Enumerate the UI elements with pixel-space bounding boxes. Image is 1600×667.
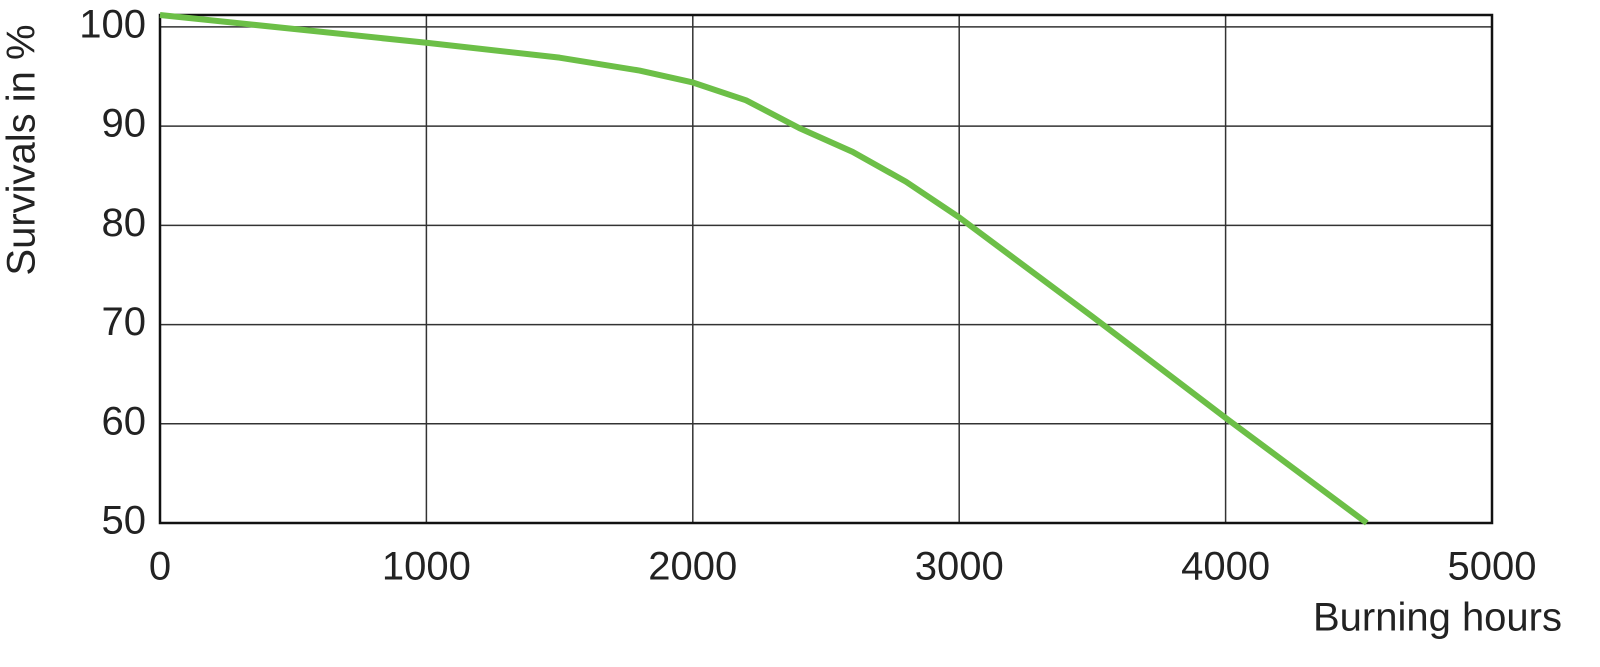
x-tick-label: 1000 bbox=[382, 545, 471, 589]
y-tick-label: 60 bbox=[102, 399, 147, 443]
x-tick-label: 5000 bbox=[1448, 545, 1537, 589]
x-tick-label: 3000 bbox=[915, 545, 1004, 589]
y-tick-label: 50 bbox=[102, 499, 147, 543]
plot-border bbox=[158, 13, 1494, 525]
y-tick-label: 80 bbox=[102, 201, 147, 245]
x-tick-label: 2000 bbox=[648, 545, 737, 589]
y-tick-label: 90 bbox=[102, 102, 147, 146]
y-tick-label: 100 bbox=[79, 2, 146, 46]
data-line bbox=[159, 12, 1369, 526]
y-axis-label: Survivals in % bbox=[0, 24, 44, 275]
x-tick-label: 0 bbox=[149, 545, 171, 589]
x-tick-label: 4000 bbox=[1181, 545, 1270, 589]
x-axis-label: Burning hours bbox=[1313, 596, 1562, 640]
y-tick-label: 70 bbox=[102, 300, 147, 344]
